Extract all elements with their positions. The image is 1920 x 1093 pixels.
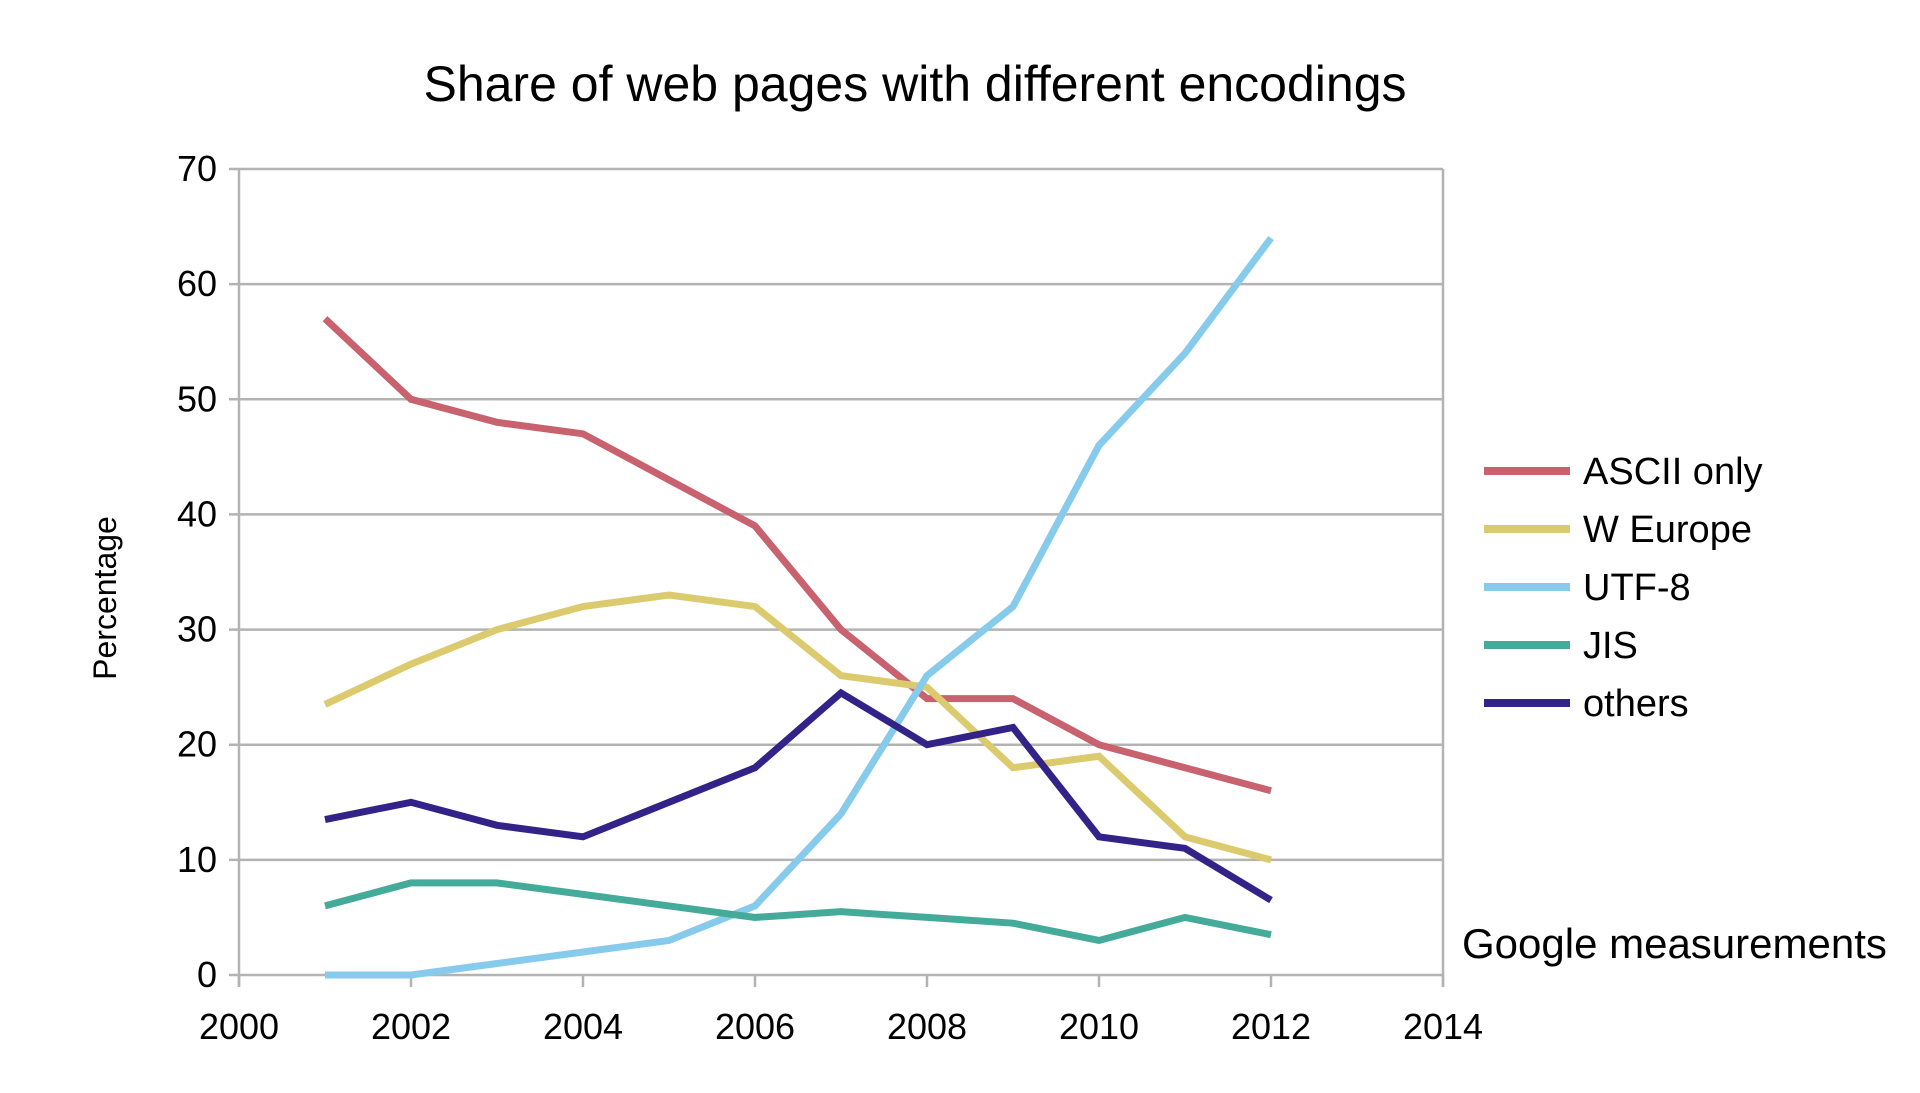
legend-label: UTF-8: [1583, 567, 1691, 609]
legend-label: ASCII only: [1583, 451, 1763, 493]
x-tick-label: 2002: [371, 1006, 451, 1047]
x-tick-label: 2008: [887, 1006, 967, 1047]
series-line-ascii-only: [322, 316, 1272, 795]
y-tick-label: 50: [177, 378, 217, 419]
y-tick-label: 40: [177, 493, 217, 534]
series-line-jis: [324, 879, 1272, 945]
x-tick-label: 2006: [715, 1006, 795, 1047]
legend-label: others: [1583, 683, 1689, 725]
x-tick-label: 2000: [199, 1006, 279, 1047]
x-tick-label: 2012: [1231, 1006, 1311, 1047]
legend-label: W Europe: [1583, 509, 1752, 551]
y-tick-label: 20: [177, 724, 217, 765]
x-tick-label: 2010: [1059, 1006, 1139, 1047]
annotation-google-measurements: Google measurements: [1462, 920, 1887, 967]
x-tick-label: 2004: [543, 1006, 623, 1047]
series-line-w-europe: [323, 591, 1272, 864]
y-axis-label: Percentage: [87, 516, 123, 680]
y-tick-label: 10: [177, 839, 217, 880]
y-tick-label: 60: [177, 263, 217, 304]
legend-label: JIS: [1583, 625, 1638, 667]
y-tick-label: 0: [197, 954, 217, 995]
y-tick-label: 70: [177, 148, 217, 189]
x-tick-label: 2014: [1403, 1006, 1483, 1047]
series-line-utf-8: [325, 235, 1274, 979]
series-line-others: [324, 688, 1273, 904]
y-tick-label: 30: [177, 609, 217, 650]
chart-title: Share of web pages with different encodi…: [423, 56, 1406, 112]
